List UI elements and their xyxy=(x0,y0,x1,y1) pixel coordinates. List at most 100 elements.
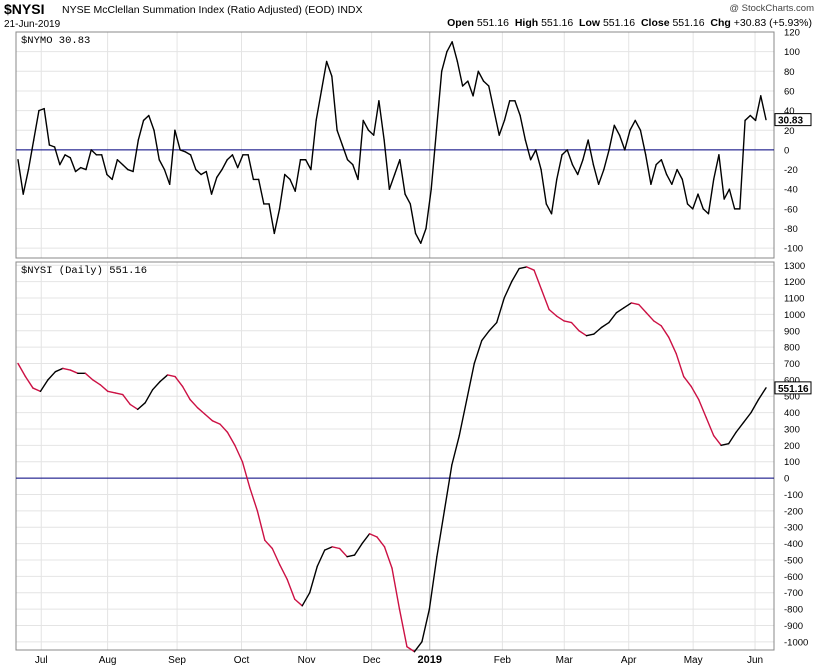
summation-segment xyxy=(712,434,722,447)
momentum-segment xyxy=(168,129,176,186)
momentum-segment xyxy=(629,119,636,131)
y-tick-label: -700 xyxy=(784,588,803,599)
momentum-segment xyxy=(524,139,532,161)
momentum-segment xyxy=(153,129,160,161)
y-tick-label: -600 xyxy=(784,572,803,583)
summation-segment xyxy=(518,266,528,270)
summation-segment xyxy=(503,280,513,299)
summation-segment xyxy=(361,533,371,545)
summation-segment xyxy=(727,431,737,445)
momentum-segment xyxy=(268,203,276,235)
momentum-segment xyxy=(372,100,380,136)
summation-last-value-box xyxy=(774,381,812,395)
momentum-segment xyxy=(519,114,527,141)
summation-segment xyxy=(309,565,318,594)
momentum-segment xyxy=(430,129,438,190)
y-tick-label: -800 xyxy=(784,605,803,616)
summation-segment xyxy=(443,464,453,512)
x-tick-label: Jul xyxy=(35,655,48,666)
y-tick-label: 20 xyxy=(784,126,795,137)
y-tick-label: 900 xyxy=(784,326,800,337)
momentum-segment xyxy=(644,154,652,186)
panel-frame xyxy=(15,31,775,259)
summation-segment xyxy=(17,362,27,378)
summation-segment xyxy=(368,533,378,538)
x-tick-label: May xyxy=(684,655,703,666)
summation-segment xyxy=(496,297,505,324)
summation-segment xyxy=(525,266,535,271)
summation-segment xyxy=(555,315,565,322)
y-tick-label: 1100 xyxy=(784,294,804,305)
summation-segment xyxy=(720,443,730,447)
y-tick-label: -20 xyxy=(784,165,798,176)
momentum-segment xyxy=(310,119,317,171)
summation-panel: 1300120011001000900800700600500400300200… xyxy=(15,261,812,653)
x-tick-label: Apr xyxy=(621,655,637,666)
summation-segment xyxy=(47,370,57,381)
momentum-segment xyxy=(43,107,51,146)
momentum-segment xyxy=(613,124,621,136)
summation-segment xyxy=(398,608,408,648)
stockcharts-credit[interactable]: @ StockCharts.com xyxy=(729,3,814,14)
summation-segment xyxy=(144,389,154,404)
momentum-segment xyxy=(540,168,548,205)
summation-segment xyxy=(331,546,341,550)
summation-segment xyxy=(697,398,707,419)
y-tick-label: 120 xyxy=(784,28,800,39)
momentum-segment xyxy=(754,95,762,122)
momentum-segment xyxy=(315,90,323,122)
y-tick-label: 80 xyxy=(784,67,795,78)
momentum-segment xyxy=(85,149,92,171)
summation-segment xyxy=(757,387,767,401)
summation-segment xyxy=(593,326,603,335)
summation-segment xyxy=(226,431,236,447)
summation-segment xyxy=(122,393,131,406)
summation-segment xyxy=(653,320,662,327)
momentum-segment xyxy=(247,154,255,181)
momentum-segment xyxy=(723,188,731,200)
summation-segment xyxy=(39,379,49,393)
y-tick-label: 100 xyxy=(784,457,800,468)
momentum-segment xyxy=(393,159,401,176)
summation-segment xyxy=(24,375,34,389)
momentum-segment xyxy=(388,173,396,190)
momentum-segment xyxy=(692,193,699,210)
summation-segment xyxy=(69,369,79,375)
momentum-segment xyxy=(634,119,642,131)
x-tick-label: Sep xyxy=(168,655,186,666)
momentum-segment xyxy=(106,173,113,181)
summation-segment xyxy=(189,398,199,409)
momentum-segment xyxy=(163,168,171,186)
momentum-segment xyxy=(650,163,657,186)
x-tick-label: Mar xyxy=(556,655,574,666)
summation-segment xyxy=(600,321,610,329)
ohlc-quote: Open 551.16 High 551.16 Low 551.16 Close… xyxy=(447,17,812,29)
summation-segment xyxy=(211,420,221,425)
momentum-segment xyxy=(357,119,364,181)
summation-segment xyxy=(114,392,124,396)
x-tick-label: Aug xyxy=(99,655,117,666)
momentum-segment xyxy=(289,178,296,192)
momentum-segment xyxy=(48,144,56,148)
momentum-segment xyxy=(545,203,553,215)
summation-segment xyxy=(383,546,393,569)
momentum-segment xyxy=(231,154,239,169)
summation-segment xyxy=(136,402,146,411)
summation-segment xyxy=(675,352,685,378)
momentum-segment xyxy=(414,232,422,244)
momentum-segment xyxy=(341,144,349,161)
summation-segment xyxy=(540,289,550,311)
summation-segment xyxy=(406,646,416,653)
y-tick-label: -80 xyxy=(784,224,798,235)
low-value: 551.16 xyxy=(602,17,636,29)
momentum-segment xyxy=(435,70,443,131)
momentum-segment xyxy=(535,149,542,171)
y-tick-label: -60 xyxy=(784,204,798,215)
x-tick-label: Oct xyxy=(234,655,250,666)
summation-segment xyxy=(742,411,752,424)
y-tick-label: 0 xyxy=(784,474,789,485)
summation-segment xyxy=(428,555,438,610)
summation-segment xyxy=(570,321,580,332)
momentum-segment xyxy=(53,146,61,166)
summation-segment xyxy=(159,374,169,383)
